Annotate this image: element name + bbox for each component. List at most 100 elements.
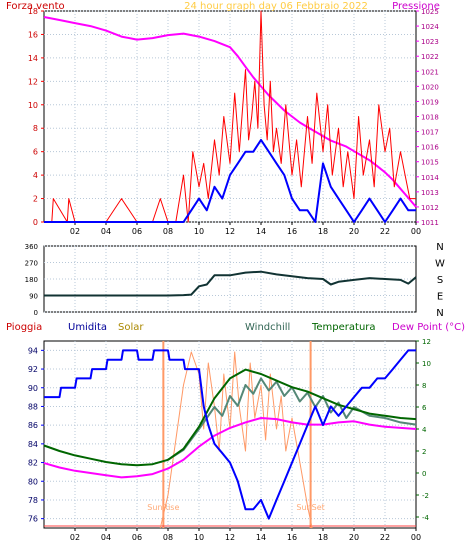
y-tick-label: 92 <box>28 365 38 374</box>
direction-line-0 <box>44 270 417 297</box>
y2-tick-label: 6 <box>422 404 427 412</box>
y-tick-label: 84 <box>28 440 38 449</box>
y2-tick-label: 1025 <box>421 8 439 16</box>
series-temperatura <box>43 368 417 467</box>
y2-tick-label: 1015 <box>421 159 439 167</box>
y-tick-label: 4 <box>33 171 38 180</box>
series-dew-point-c- <box>43 417 417 479</box>
legend-label: Solar <box>118 322 144 333</box>
x-tick-label: 00 <box>411 533 421 542</box>
y2-tick-label: 1013 <box>421 189 439 197</box>
y2-tick-label: 2 <box>422 448 426 456</box>
y2-axis-title: Pressione <box>392 1 440 12</box>
y-tick-label: 180 <box>25 276 38 284</box>
compass-label: N <box>436 242 443 253</box>
x-tick-label: 22 <box>380 533 390 542</box>
x-tick-label: 10 <box>194 227 204 236</box>
compass-label: W <box>435 259 445 270</box>
y2-tick-label: 1014 <box>421 174 439 182</box>
series-umidita <box>44 349 416 520</box>
x-tick-label: 08 <box>163 533 173 542</box>
y-axis-title: Forza vento <box>6 1 65 12</box>
y-tick-label: 6 <box>33 148 38 157</box>
y2-tick-label: 1016 <box>421 144 439 152</box>
y2-tick-label: 1011 <box>421 219 439 227</box>
y-tick-label: 10 <box>28 101 38 110</box>
y-tick-label: 86 <box>28 421 38 430</box>
legend-label: Pioggia <box>6 322 42 333</box>
y-tick-label: 18 <box>28 7 38 16</box>
y2-tick-label: 1022 <box>421 53 439 61</box>
y-tick-label: 2 <box>33 195 38 204</box>
x-tick-label: 12 <box>225 227 235 236</box>
y-tick-label: 360 <box>25 243 38 251</box>
x-tick-label: 16 <box>287 533 297 542</box>
y2-tick-label: 0 <box>422 470 426 478</box>
x-tick-label: 22 <box>380 227 390 236</box>
x-tick-label: 08 <box>163 227 173 236</box>
y-tick-label: 16 <box>28 30 38 39</box>
x-tick-label: 14 <box>256 227 266 236</box>
y-tick-label: 78 <box>28 496 38 505</box>
series-line-0 <box>43 16 417 208</box>
x-tick-label: 18 <box>318 533 328 542</box>
legend-label: Dew Point (°C) <box>392 322 465 333</box>
x-tick-label: 14 <box>256 533 266 542</box>
y2-tick-label: 1017 <box>421 129 439 137</box>
compass-label: E <box>437 292 443 303</box>
y-tick-label: 90 <box>28 384 38 393</box>
series-line-1 <box>44 10 416 223</box>
x-tick-label: 02 <box>70 533 80 542</box>
y2-tick-label: 8 <box>422 382 426 390</box>
series-line-2 <box>44 138 416 223</box>
y2-tick-label: 1019 <box>421 98 439 106</box>
x-tick-label: 02 <box>70 227 80 236</box>
y2-tick-label: 1021 <box>421 68 439 76</box>
y-tick-label: 8 <box>33 124 38 133</box>
x-tick-label: 20 <box>349 533 359 542</box>
chart-title: 24 hour graph day 06 Febbraio 2022 <box>184 1 368 12</box>
legend-label: Temperatura <box>311 322 376 333</box>
y-tick-label: 0 <box>34 309 38 317</box>
y-tick-label: 14 <box>28 54 38 63</box>
x-tick-label: 00 <box>411 227 421 236</box>
compass-label: N <box>436 308 443 319</box>
series-solar <box>159 351 313 529</box>
y-tick-label: 76 <box>28 515 38 524</box>
legend-label: Windchill <box>245 322 290 333</box>
y-tick-label: 270 <box>25 260 38 268</box>
x-tick-label: 04 <box>101 227 111 236</box>
x-tick-label: 20 <box>349 227 359 236</box>
x-tick-label: 18 <box>318 227 328 236</box>
legend-label: Umidita <box>68 322 107 333</box>
y2-tick-label: 1012 <box>421 204 439 212</box>
wind-pressure-panel: 0246810121416181011101210131014101510161… <box>6 1 440 236</box>
x-tick-label: 10 <box>194 533 204 542</box>
y-tick-label: 12 <box>28 77 38 86</box>
x-tick-label: 06 <box>132 227 142 236</box>
y-tick-label: 94 <box>28 346 38 355</box>
x-tick-label: 16 <box>287 227 297 236</box>
y2-tick-label: 12 <box>422 338 431 346</box>
compass-label: S <box>437 275 443 286</box>
y2-tick-label: -4 <box>422 514 430 522</box>
y2-tick-label: 1020 <box>421 83 439 91</box>
y-tick-label: 0 <box>33 218 38 227</box>
y-tick-label: 80 <box>28 477 38 486</box>
sunset-label: SunSet <box>296 503 324 512</box>
x-tick-label: 06 <box>132 533 142 542</box>
sunrise-label: SunRise <box>147 503 179 512</box>
x-tick-label: 04 <box>101 533 111 542</box>
x-tick-label: 12 <box>225 533 235 542</box>
y-tick-label: 82 <box>28 459 38 468</box>
y-tick-label: 88 <box>28 402 38 411</box>
y2-tick-label: -2 <box>422 492 429 500</box>
y-tick-label: 90 <box>29 293 38 301</box>
y2-tick-label: 10 <box>422 360 431 368</box>
y2-tick-label: 4 <box>422 426 427 434</box>
y2-tick-label: 1023 <box>421 38 439 46</box>
